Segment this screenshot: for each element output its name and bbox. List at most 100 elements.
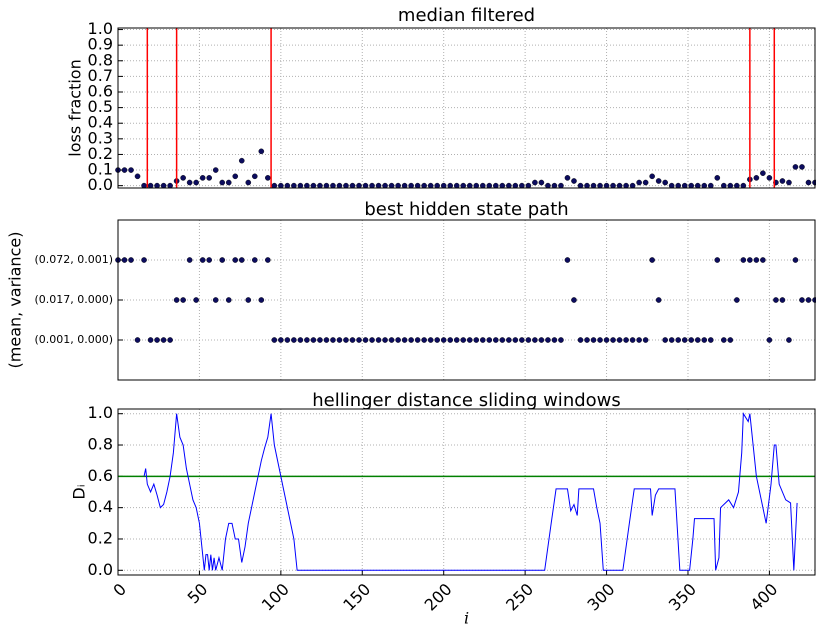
point bbox=[473, 182, 480, 189]
point bbox=[317, 182, 323, 189]
point bbox=[395, 337, 401, 343]
point bbox=[349, 337, 356, 343]
x-tick-label: 400 bbox=[746, 580, 781, 615]
point bbox=[525, 182, 532, 189]
point bbox=[551, 337, 558, 343]
point bbox=[636, 337, 642, 343]
y-tick-label: 0.4 bbox=[88, 113, 113, 132]
x-tick-label: 100 bbox=[258, 580, 293, 615]
point bbox=[688, 337, 695, 343]
point bbox=[212, 167, 219, 173]
point bbox=[558, 182, 564, 189]
y-tick-label: 0.6 bbox=[88, 82, 113, 101]
point bbox=[291, 337, 297, 343]
point bbox=[134, 173, 141, 180]
point bbox=[414, 182, 421, 189]
chart-title: best hidden state path bbox=[364, 199, 568, 220]
point bbox=[304, 337, 310, 343]
point bbox=[414, 337, 421, 343]
y-tick-label: 0.8 bbox=[88, 435, 113, 454]
point bbox=[297, 337, 304, 343]
point bbox=[636, 179, 642, 186]
point bbox=[447, 182, 454, 189]
point bbox=[493, 182, 499, 189]
point bbox=[193, 179, 199, 186]
point bbox=[545, 337, 551, 343]
point bbox=[577, 182, 584, 189]
point bbox=[369, 337, 375, 343]
point bbox=[141, 182, 147, 189]
point bbox=[668, 337, 675, 343]
point bbox=[128, 257, 134, 263]
point bbox=[649, 257, 655, 263]
chart-title: hellinger distance sliding windows bbox=[312, 390, 621, 411]
point bbox=[740, 182, 747, 189]
point bbox=[714, 175, 721, 181]
point bbox=[629, 182, 636, 189]
y-tick-label: 1.0 bbox=[88, 403, 113, 422]
point bbox=[603, 182, 610, 189]
point bbox=[753, 175, 760, 181]
point bbox=[271, 337, 278, 343]
y-tick-label: 0.1 bbox=[88, 160, 113, 179]
x-tick-label: 200 bbox=[421, 580, 456, 615]
y-axis-label: (mean, variance) bbox=[6, 232, 25, 369]
point bbox=[173, 297, 180, 303]
point bbox=[623, 182, 629, 189]
point bbox=[766, 337, 773, 343]
point bbox=[753, 257, 760, 263]
point bbox=[388, 182, 395, 189]
point bbox=[271, 182, 278, 189]
point bbox=[610, 337, 616, 343]
point bbox=[356, 182, 362, 189]
point bbox=[225, 179, 232, 186]
point bbox=[317, 337, 323, 343]
point bbox=[584, 182, 590, 189]
point bbox=[519, 337, 525, 343]
x-tick-label: 0 bbox=[109, 580, 130, 601]
point bbox=[382, 337, 388, 343]
point bbox=[779, 297, 786, 303]
point bbox=[747, 257, 753, 263]
point bbox=[721, 337, 727, 343]
point bbox=[499, 182, 506, 189]
point bbox=[225, 297, 232, 303]
point bbox=[206, 175, 212, 181]
point bbox=[662, 337, 668, 343]
y-tick-label: 0.4 bbox=[88, 497, 113, 516]
point bbox=[792, 164, 799, 170]
point bbox=[694, 182, 701, 189]
point bbox=[714, 257, 721, 263]
point bbox=[349, 182, 356, 189]
y-tick-label: 0.0 bbox=[88, 175, 113, 194]
point bbox=[343, 182, 349, 189]
point bbox=[506, 182, 512, 189]
point bbox=[154, 337, 160, 343]
x-tick-label: 250 bbox=[502, 580, 537, 615]
point bbox=[421, 182, 427, 189]
y-tick-label: 0.2 bbox=[88, 528, 113, 547]
point bbox=[219, 257, 226, 263]
point bbox=[479, 337, 486, 343]
point bbox=[258, 148, 265, 155]
point bbox=[186, 257, 193, 263]
point bbox=[545, 182, 551, 189]
point bbox=[616, 182, 623, 189]
point bbox=[779, 178, 786, 184]
point bbox=[668, 182, 675, 189]
point bbox=[551, 182, 558, 189]
point bbox=[323, 182, 330, 189]
point bbox=[434, 182, 440, 189]
point bbox=[427, 182, 434, 189]
point bbox=[447, 337, 454, 343]
point bbox=[760, 257, 766, 263]
point bbox=[421, 337, 427, 343]
point bbox=[310, 337, 317, 343]
point bbox=[564, 257, 571, 263]
point bbox=[375, 337, 382, 343]
point bbox=[623, 337, 629, 343]
y-axis-label: loss fraction bbox=[66, 59, 85, 156]
point bbox=[460, 337, 467, 343]
point bbox=[297, 182, 304, 189]
point bbox=[375, 182, 382, 189]
